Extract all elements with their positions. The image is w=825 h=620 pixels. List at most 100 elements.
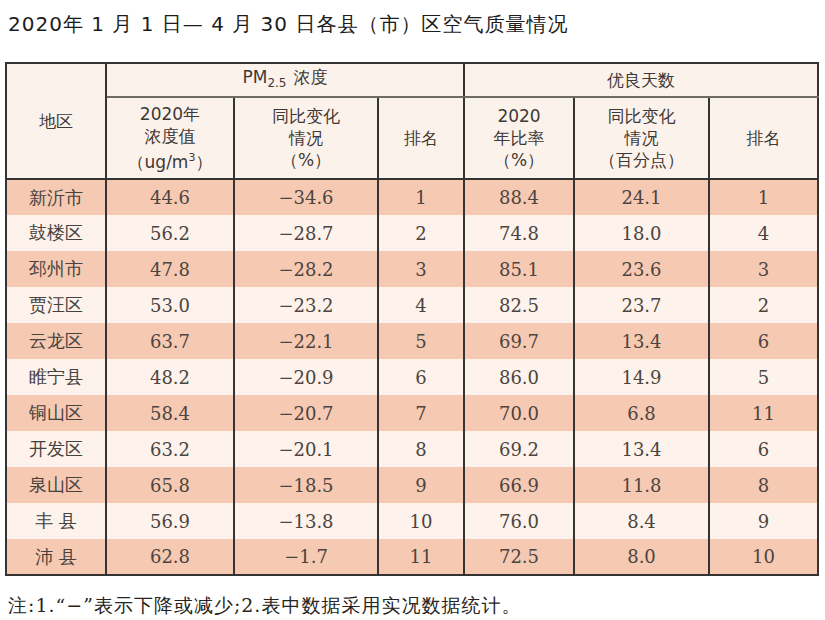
pm25-label-suffix: 浓度 — [294, 67, 328, 87]
header-region: 地区 — [6, 63, 106, 179]
pm25_rank-cell: 10 — [378, 503, 464, 539]
good_change-cell: 14.9 — [574, 359, 709, 395]
good_rate-cell: 72.5 — [464, 539, 574, 575]
table-row: 睢宁县48.2−20.9686.014.95 — [6, 359, 818, 395]
footnote: 注:1.“−”表示下降或减少;2.表中数据采用实况数据统计。 — [8, 593, 825, 619]
pm25_rank-cell: 5 — [378, 323, 464, 359]
pm25-cell: 63.7 — [106, 323, 234, 359]
table-row: 泉山区65.8−18.5966.911.88 — [6, 467, 818, 503]
table-row: 沛 县62.8−1.71172.58.010 — [6, 539, 818, 575]
good_rank-cell: 4 — [709, 215, 818, 251]
table-row: 云龙区63.7−22.1569.713.46 — [6, 323, 818, 359]
region-cell: 邳州市 — [6, 251, 106, 287]
good_change-cell: 18.0 — [574, 215, 709, 251]
page: 2020年 1 月 1 日— 4 月 30 日各县（市）区空气质量情况 地区 P… — [0, 10, 825, 620]
pm25_change-cell: −13.8 — [234, 503, 378, 539]
pm25-cell: 47.8 — [106, 251, 234, 287]
good_rate-cell: 66.9 — [464, 467, 574, 503]
good_rate-cell: 69.7 — [464, 323, 574, 359]
good_rate-cell: 74.8 — [464, 215, 574, 251]
header-pm25-value-line2: 浓度值 — [107, 125, 233, 147]
pm25_change-cell: −22.1 — [234, 323, 378, 359]
good_rank-cell: 9 — [709, 503, 818, 539]
header-pm25-value: 2020年 浓度值 （ug/m3） — [106, 97, 234, 179]
region-cell: 泉山区 — [6, 467, 106, 503]
region-cell: 开发区 — [6, 431, 106, 467]
good_rank-cell: 10 — [709, 539, 818, 575]
pm25-cell: 65.8 — [106, 467, 234, 503]
good_rank-cell: 6 — [709, 431, 818, 467]
region-cell: 丰 县 — [6, 503, 106, 539]
header-good-rate: 2020 年比率 （%） — [464, 97, 574, 179]
pm25_rank-cell: 6 — [378, 359, 464, 395]
region-cell: 云龙区 — [6, 323, 106, 359]
pm25_change-cell: −1.7 — [234, 539, 378, 575]
good_change-cell: 8.4 — [574, 503, 709, 539]
pm25-cell: 44.6 — [106, 179, 234, 215]
header-sub-row: 2020年 浓度值 （ug/m3） 同比变化 情况 （%） 排名 2020 年比… — [6, 97, 818, 179]
good_change-cell: 24.1 — [574, 179, 709, 215]
table-row: 开发区63.2−20.1869.213.46 — [6, 431, 818, 467]
good_change-cell: 8.0 — [574, 539, 709, 575]
table-row: 邳州市47.8−28.2385.123.63 — [6, 251, 818, 287]
good_change-cell: 11.8 — [574, 467, 709, 503]
pm25-cell: 53.0 — [106, 287, 234, 323]
pm25_rank-cell: 3 — [378, 251, 464, 287]
region-cell: 贾汪区 — [6, 287, 106, 323]
pm25_change-cell: −23.2 — [234, 287, 378, 323]
good_rank-cell: 5 — [709, 359, 818, 395]
table-row: 铜山区58.4−20.7770.06.811 — [6, 395, 818, 431]
header-pm25-rank: 排名 — [378, 97, 464, 179]
pm25_change-cell: −20.9 — [234, 359, 378, 395]
table-row: 鼓楼区56.2−28.7274.818.04 — [6, 215, 818, 251]
air-quality-table: 地区 PM2.5 浓度 优良天数 2020年 浓度值 （ug/m3） 同比变化 情… — [5, 62, 819, 576]
pm25_rank-cell: 7 — [378, 395, 464, 431]
pm25_rank-cell: 11 — [378, 539, 464, 575]
pm25_rank-cell: 8 — [378, 431, 464, 467]
pm25-cell: 56.9 — [106, 503, 234, 539]
region-cell: 铜山区 — [6, 395, 106, 431]
pm25-label-prefix: PM — [243, 67, 268, 87]
good_rate-cell: 86.0 — [464, 359, 574, 395]
pm25-cell: 62.8 — [106, 539, 234, 575]
good_rate-cell: 76.0 — [464, 503, 574, 539]
region-cell: 鼓楼区 — [6, 215, 106, 251]
table-row: 新沂市44.6−34.6188.424.11 — [6, 179, 818, 215]
unit-suffix: ） — [195, 152, 212, 172]
pm25_rank-cell: 9 — [378, 467, 464, 503]
pm25-label-subscript: 2.5 — [267, 76, 286, 90]
good_change-cell: 23.7 — [574, 287, 709, 323]
good_rate-cell: 70.0 — [464, 395, 574, 431]
pm25-cell: 58.4 — [106, 395, 234, 431]
pm25_change-cell: −28.2 — [234, 251, 378, 287]
good_change-cell: 6.8 — [574, 395, 709, 431]
good_rank-cell: 3 — [709, 251, 818, 287]
header-good-change: 同比变化 情况 （百分点） — [574, 97, 709, 179]
page-title: 2020年 1 月 1 日— 4 月 30 日各县（市）区空气质量情况 — [8, 10, 825, 38]
pm25_change-cell: −34.6 — [234, 179, 378, 215]
good_rank-cell: 6 — [709, 323, 818, 359]
good_change-cell: 13.4 — [574, 431, 709, 467]
pm25_rank-cell: 4 — [378, 287, 464, 323]
good_rate-cell: 88.4 — [464, 179, 574, 215]
unit-prefix: （ug/m — [128, 152, 189, 172]
header-good-rank: 排名 — [709, 97, 818, 179]
pm25_rank-cell: 2 — [378, 215, 464, 251]
header-good-days-group: 优良天数 — [464, 63, 818, 97]
pm25_change-cell: −20.7 — [234, 395, 378, 431]
pm25-cell: 48.2 — [106, 359, 234, 395]
region-cell: 睢宁县 — [6, 359, 106, 395]
good_change-cell: 23.6 — [574, 251, 709, 287]
good_rank-cell: 8 — [709, 467, 818, 503]
region-cell: 新沂市 — [6, 179, 106, 215]
good_rate-cell: 69.2 — [464, 431, 574, 467]
header-group-row: 地区 PM2.5浓度 优良天数 — [6, 63, 818, 97]
good_rank-cell: 11 — [709, 395, 818, 431]
table-row: 贾汪区53.0−23.2482.523.72 — [6, 287, 818, 323]
pm25_rank-cell: 1 — [378, 179, 464, 215]
pm25-cell: 56.2 — [106, 215, 234, 251]
header-pm25-change: 同比变化 情况 （%） — [234, 97, 378, 179]
table-row: 丰 县56.9−13.81076.08.49 — [6, 503, 818, 539]
pm25-cell: 63.2 — [106, 431, 234, 467]
good_rank-cell: 1 — [709, 179, 818, 215]
